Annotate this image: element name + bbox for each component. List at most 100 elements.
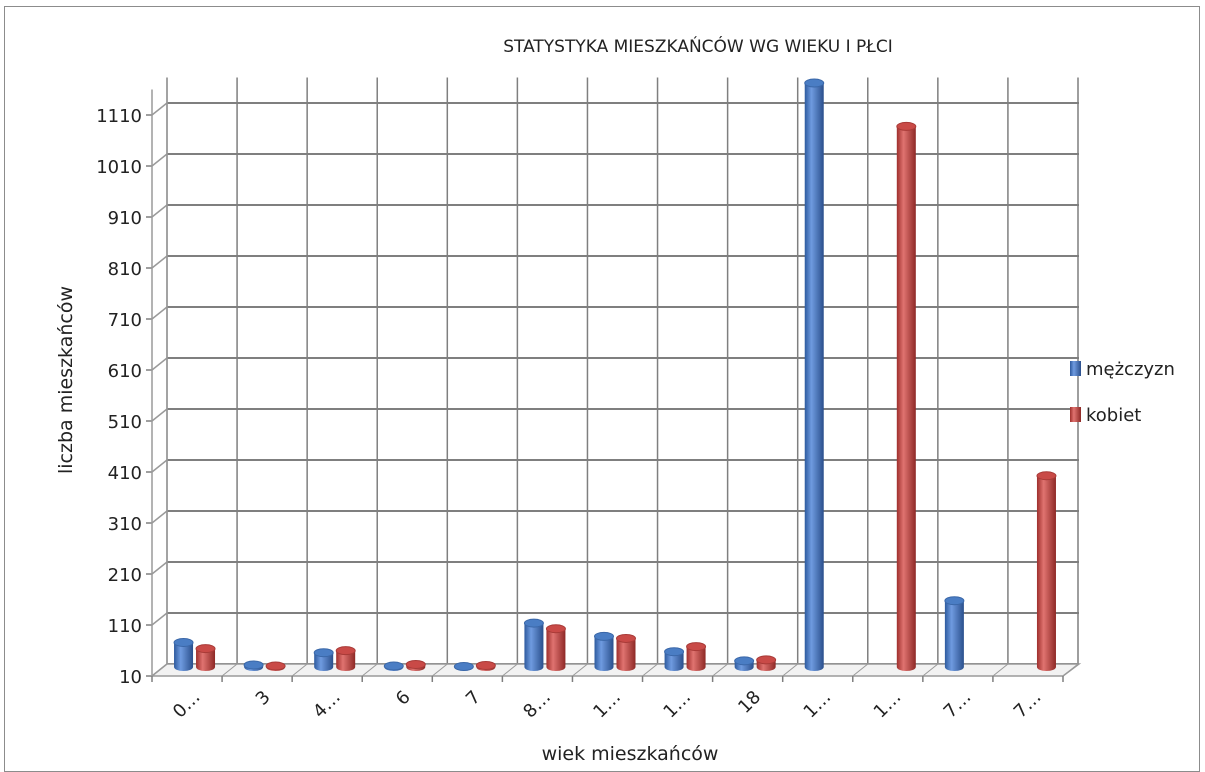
x-tick-label: 0… — [169, 687, 205, 723]
bar-kobiet — [405, 659, 426, 671]
floor-divider — [642, 663, 658, 677]
side-wall-line — [151, 153, 168, 167]
bar-top — [173, 638, 194, 648]
bar-body — [664, 651, 684, 671]
bar-top — [896, 121, 917, 131]
y-tick-label: 510 — [108, 412, 142, 433]
floor-divider — [1062, 663, 1079, 677]
bar-top — [664, 647, 685, 657]
y-tick-label: 10 — [119, 667, 142, 688]
bar-top — [594, 631, 614, 641]
side-wall-line — [151, 459, 168, 473]
bar-body — [336, 650, 356, 671]
bar-top — [734, 656, 755, 666]
bar-kobiet — [686, 642, 707, 671]
bar-top — [383, 661, 404, 671]
grid — [146, 77, 1082, 682]
bar-kobiet — [195, 644, 216, 671]
bar-kobiet — [265, 661, 286, 671]
bar-body — [616, 638, 636, 671]
bar-mezczyzn — [173, 638, 194, 671]
y-tick-label: 810 — [108, 259, 142, 280]
legend: mężczyzn kobiet — [1070, 359, 1175, 426]
bar-body — [944, 600, 964, 671]
floor-divider — [431, 663, 448, 677]
bar-mezczyzn — [664, 647, 685, 671]
legend-label: kobiet — [1086, 405, 1141, 426]
legend-label: mężczyzn — [1086, 359, 1175, 380]
floor-divider — [361, 663, 378, 677]
x-tick-label: 7… — [940, 687, 976, 723]
y-tick-label: 1110 — [96, 106, 142, 127]
x-tick-label: 7 — [462, 687, 485, 710]
bar-mezczyzn — [594, 631, 614, 671]
bar-top — [453, 661, 474, 671]
side-wall-line — [151, 357, 168, 371]
bar-mezczyzn — [804, 78, 825, 672]
side-wall-line — [151, 408, 168, 422]
bar-body — [546, 628, 566, 671]
bar-top — [523, 618, 544, 628]
y-axis-title: liczba mieszkańców — [55, 286, 77, 474]
bars — [173, 78, 1057, 672]
bar-top — [243, 660, 264, 670]
y-tick-label: 610 — [108, 361, 142, 382]
bar-top — [405, 659, 426, 669]
bar-body — [174, 642, 194, 671]
side-wall-line — [151, 204, 168, 218]
bar-mezczyzn — [944, 596, 965, 671]
chart-title: STATYSTYKA MIESZKAŃCÓW WG WIEKU I PŁCI — [503, 35, 893, 57]
side-wall-line — [151, 612, 168, 626]
x-tick-label: 3 — [252, 687, 275, 710]
x-tick-label: 1… — [800, 687, 836, 723]
bar-mezczyzn — [313, 648, 334, 671]
bar-body — [804, 83, 824, 672]
floor-divider — [221, 663, 238, 677]
x-tick-label: 4… — [309, 687, 345, 723]
bar-kobiet — [545, 624, 566, 671]
bar-kobiet — [1036, 471, 1057, 671]
floor — [149, 663, 1082, 677]
x-tick-label: 18 — [734, 687, 765, 718]
floor-divider — [922, 663, 939, 677]
side-wall-line — [151, 102, 168, 116]
side-wall-line — [151, 255, 168, 269]
side-wall-line — [151, 306, 168, 320]
y-tick-label: 710 — [108, 310, 142, 331]
side-wall-line — [151, 510, 168, 524]
bar-top — [313, 648, 334, 658]
side-wall-line — [151, 561, 168, 575]
x-tick-label: 6 — [392, 687, 415, 710]
bar-mezczyzn — [523, 618, 544, 671]
y-tick-label: 210 — [108, 565, 142, 586]
bar-kobiet — [616, 633, 636, 671]
bar-kobiet — [335, 646, 356, 671]
bar-body — [314, 652, 334, 671]
floor-divider — [712, 663, 728, 677]
bar-top — [195, 644, 216, 654]
bar-top — [1036, 471, 1057, 481]
floor-divider — [572, 663, 588, 677]
legend-swatch — [1070, 407, 1081, 422]
legend-item: kobiet — [1070, 405, 1141, 426]
bar-mezczyzn — [734, 656, 755, 671]
legend-swatch — [1070, 361, 1081, 376]
y-tick-label: 1010 — [96, 157, 142, 178]
bar-mezczyzn — [453, 661, 474, 671]
bar-body — [196, 648, 216, 671]
bar-kobiet — [896, 121, 917, 671]
y-tick-label: 410 — [108, 463, 142, 484]
x-tick-label: 1… — [870, 687, 906, 723]
y-tick-label: 910 — [108, 208, 142, 229]
floor-divider — [852, 663, 869, 677]
bar-top — [616, 633, 636, 643]
floor-divider — [992, 663, 1009, 677]
bar-kobiet — [475, 660, 496, 671]
legend-item: mężczyzn — [1070, 359, 1175, 380]
bar-kobiet — [756, 655, 777, 671]
bar-top — [475, 660, 496, 670]
bar-mezczyzn — [243, 660, 264, 671]
bar-mezczyzn — [383, 661, 404, 671]
bar-top — [686, 642, 707, 652]
y-tick-label: 310 — [108, 514, 142, 535]
